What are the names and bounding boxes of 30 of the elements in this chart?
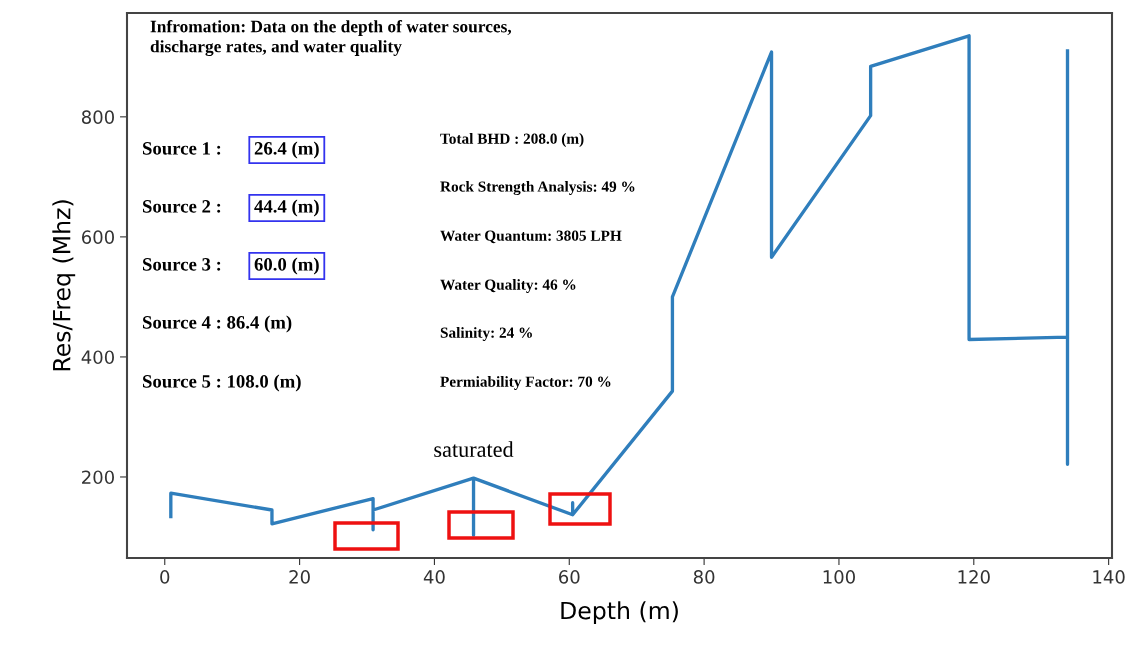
annotation: Source 4 : 86.4 (m) xyxy=(143,315,292,333)
annotation: Source 2 : xyxy=(143,200,221,213)
annotation: Salinity: 24 % xyxy=(440,327,532,341)
annotation: Source 3 : xyxy=(143,258,221,271)
x-tick-label: 60 xyxy=(559,570,580,584)
x-tick-label: 80 xyxy=(693,570,715,584)
annotation: Source 1 : xyxy=(143,142,221,155)
y-tick-label: 200 xyxy=(82,470,114,485)
x-tick-label: 100 xyxy=(823,570,855,584)
annotation: Water Quantum: 3805 LPH xyxy=(440,230,622,244)
y-tick-label: 600 xyxy=(81,230,114,244)
x-tick-label: 140 xyxy=(1093,570,1125,584)
x-tick-label: 0 xyxy=(160,570,170,584)
y-tick-label: 400 xyxy=(81,350,114,365)
annotation: Source 5 : 108.0 (m) xyxy=(143,374,301,392)
x-axis-title: Depth (m) xyxy=(561,601,678,625)
annotation: Total BHD : 208.0 (m) xyxy=(440,133,584,147)
annotation: saturated xyxy=(434,441,514,457)
annotation: Water Quality: 46 % xyxy=(440,279,576,293)
x-tick-label: 20 xyxy=(289,570,310,584)
annotation: Rock Strength Analysis: 49 % xyxy=(440,181,635,195)
annotation: 60.0 (m) xyxy=(254,257,319,275)
x-tick-label: 40 xyxy=(423,570,445,584)
annotation: Permiability Factor: 70 % xyxy=(440,376,611,390)
y-axis-title: Res/Freq (Mhz) xyxy=(52,200,76,371)
y-tick-label: 800 xyxy=(81,110,114,124)
text: Infromation: Data on the depth of water sources, discharge rates, and water quality xyxy=(150,20,512,57)
annotation: 44.4 (m) xyxy=(254,199,319,217)
x-tick-label: 120 xyxy=(958,570,990,584)
annotation: 26.4 (m) xyxy=(254,141,319,159)
